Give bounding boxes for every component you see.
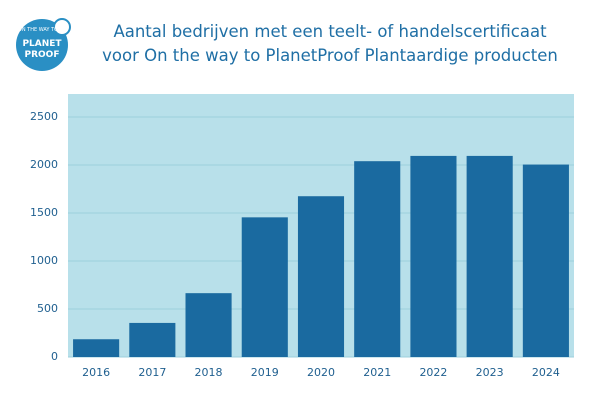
x-tick-label: 2020 — [307, 366, 335, 379]
x-tick-label: 2021 — [363, 366, 391, 379]
logo-text: PLANET — [22, 39, 62, 49]
x-tick-label: 2023 — [476, 366, 504, 379]
x-tick-label: 2018 — [195, 366, 223, 379]
logo: ON THE WAY TO PLANET PROOF — [16, 18, 71, 71]
bar — [241, 217, 288, 357]
y-tick-label: 2500 — [30, 110, 58, 123]
y-tick-label: 2000 — [30, 158, 58, 171]
y-tick-label: 500 — [37, 302, 58, 315]
y-tick-label: 1500 — [30, 206, 58, 219]
x-tick-label: 2016 — [82, 366, 110, 379]
x-tick-label: 2017 — [138, 366, 166, 379]
bar — [129, 322, 176, 357]
bar — [73, 339, 120, 357]
logo-tagline: ON THE WAY TO — [18, 27, 58, 33]
x-tick-label: 2024 — [532, 366, 560, 379]
bar — [410, 155, 457, 357]
x-tick-label: 2022 — [419, 366, 447, 379]
bar — [466, 155, 513, 357]
y-tick-label: 0 — [51, 350, 58, 363]
chart-title: Aantal bedrijven met een teelt- of hande… — [102, 22, 558, 65]
logo-text: PROOF — [25, 50, 60, 60]
y-tick-label: 1000 — [30, 254, 58, 267]
x-tick-label: 2019 — [251, 366, 279, 379]
bar — [297, 196, 345, 357]
bar — [522, 164, 569, 357]
bar — [354, 161, 401, 357]
logo-leaf — [53, 18, 71, 36]
bar — [185, 293, 232, 357]
